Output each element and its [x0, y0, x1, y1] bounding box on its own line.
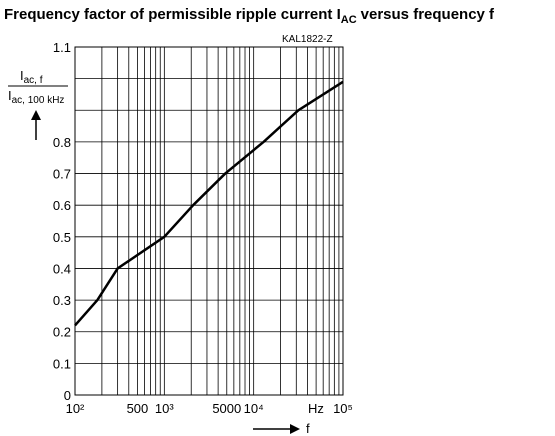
y-tick-label: 0.6 [53, 198, 71, 213]
x-label: f [306, 421, 310, 436]
y-label-numerator: Iac, f [20, 68, 43, 86]
title-subscript: AC [341, 14, 357, 26]
title-part: versus frequency f [361, 6, 495, 23]
y-label-part: I [8, 88, 12, 103]
x-tick-label: 10⁴ [244, 401, 264, 416]
x-tick-label: 5000 [212, 401, 241, 416]
y-tick-label: 0.4 [53, 261, 71, 276]
y-tick-label: 1.1 [53, 40, 71, 55]
y-label-denominator: Iac, 100 kHz [8, 88, 64, 106]
x-tick-label: 10² [66, 401, 85, 416]
x-tick-label: 10⁵ [333, 401, 353, 416]
x-arrow-head [290, 424, 300, 434]
y-label-part: I [20, 68, 24, 83]
y-tick-label: 0.7 [53, 167, 71, 182]
y-label-subscript: ac, f [24, 75, 43, 86]
chart-title: Frequency factor of permissible ripple c… [4, 6, 495, 26]
x-unit: Hz [308, 401, 324, 416]
y-arrow-head [31, 110, 41, 120]
y-tick-label: 0.5 [53, 230, 71, 245]
y-tick-label: 0.2 [53, 325, 71, 340]
y-tick-label: 0.8 [53, 135, 71, 150]
data-line [74, 80, 344, 327]
y-tick-label: 0.1 [53, 356, 71, 371]
plot-frame [74, 46, 344, 396]
y-tick-label: 0.3 [53, 293, 71, 308]
y-label-subscript: ac, 100 kHz [12, 95, 65, 106]
x-tick-label: 10³ [155, 401, 174, 416]
annotation: KAL1822-Z [282, 34, 333, 45]
title-part: Frequency factor of permissible ripple c… [4, 6, 341, 23]
y-tick-label: 0 [64, 388, 71, 403]
x-tick-label: 500 [127, 401, 149, 416]
